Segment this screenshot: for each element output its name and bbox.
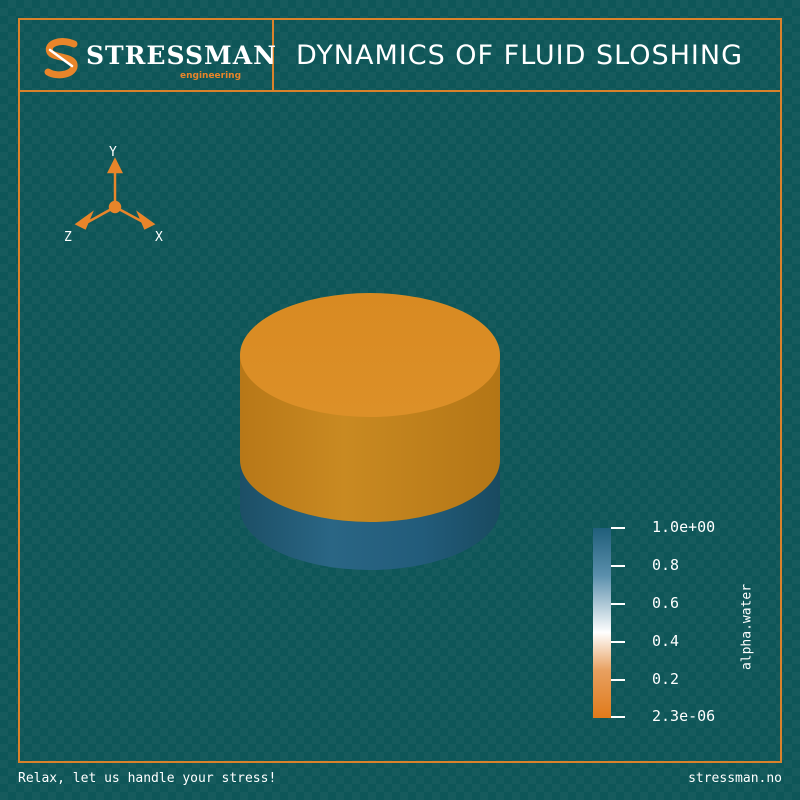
y-axis-label: Y (109, 145, 117, 160)
frame-right-line (780, 18, 782, 763)
footer-website-link[interactable]: stressman.no (688, 771, 782, 786)
brand-name: STRESSMAN (86, 41, 277, 70)
brand-subtitle: engineering (180, 71, 242, 81)
colorbar-tick-label: 0.4 (652, 632, 680, 650)
colorbar-tick-label: 1.0e+00 (652, 518, 716, 536)
tank-top-cap (240, 293, 500, 417)
water-region (240, 460, 500, 570)
axes-origin (108, 200, 122, 214)
x-axis-label: X (155, 230, 163, 245)
axes-gizmo (74, 157, 156, 230)
colorbar-tick-label: 0.2 (652, 670, 680, 688)
frame-top-line (18, 18, 782, 20)
colorbar-title: alpha.water (739, 583, 755, 671)
colorbar (593, 527, 625, 718)
z-axis-label: Z (64, 230, 72, 245)
brand-logo: STRESSMAN engineering (42, 36, 276, 86)
y-axis-arrow (106, 157, 124, 174)
z-axis-arrow (74, 210, 94, 230)
footer-tagline: Relax, let us handle your stress! (18, 771, 277, 786)
frame-left-line (18, 18, 20, 763)
colorbar-tick-label: 0.6 (652, 594, 680, 612)
stressman-s-logo-icon (44, 38, 78, 79)
colorbar-tick-label: 2.3e-06 (652, 707, 716, 725)
page-title: DYNAMICS OF FLUID SLOSHING (296, 40, 743, 71)
x-axis-arrow (136, 210, 156, 230)
colorbar-tick-label: 0.8 (652, 556, 680, 574)
frame-bottom-line (18, 761, 782, 763)
frame-header-divider (18, 90, 782, 92)
colorbar-gradient (593, 528, 611, 718)
frame-header-vertical (272, 18, 274, 92)
